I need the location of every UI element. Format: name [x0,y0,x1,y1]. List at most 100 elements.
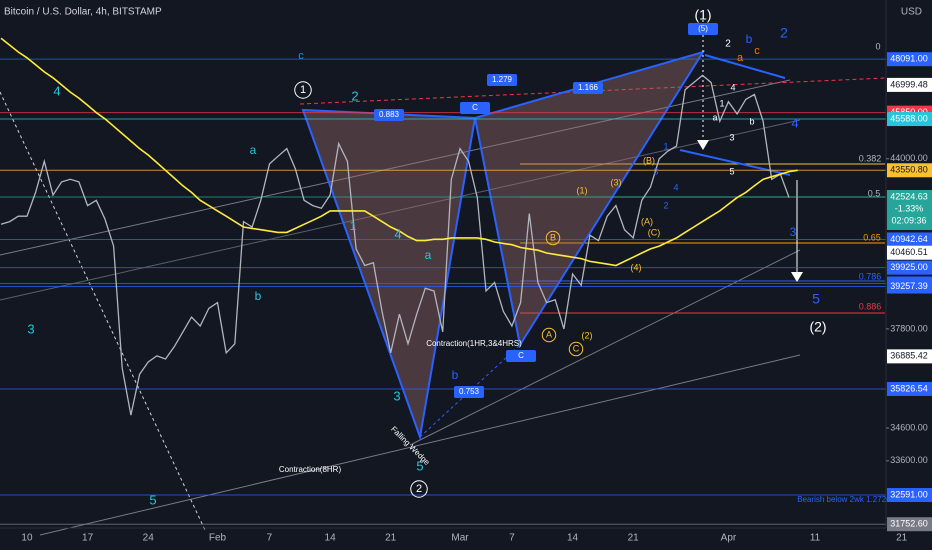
x-tick-label: Feb [209,533,227,544]
annotation: Contraction(1HR,3&4HRS) [426,339,522,348]
chart-title: Bitcoin / U.S. Dollar, 4h, BITSTAMP [4,7,162,18]
x-tick-label: 21 [628,533,640,544]
annotation: (B) [643,155,655,165]
price-line [0,74,790,416]
annotation: C [573,343,580,353]
channel-line [409,249,801,446]
annotation: 0.753 [459,387,480,396]
price-box-label: 40460.51 [890,247,928,257]
price-box [887,112,932,127]
arrow-head [791,272,803,282]
price-box-label: 40942.64 [890,234,928,244]
label-box [487,74,517,86]
annotation: (1) [694,7,711,23]
countdown: 02:09:36 [891,215,926,225]
annotation: 3 [653,166,658,176]
annotation: C [518,351,524,360]
annotation: C [472,103,478,112]
label-box [506,350,536,362]
annotation: a [250,143,257,157]
annotation: c [754,45,760,57]
annotation: 1 [350,219,357,233]
x-tick-label: Apr [721,533,737,544]
label-box [454,386,484,398]
annotation: a [737,52,744,64]
annotation: b [452,368,459,382]
annotation: A [546,329,552,339]
annotation: 0 [875,41,880,51]
annotation: 1.279 [492,75,513,84]
price-box [887,189,932,230]
y-unit: USD [901,7,922,18]
annotation: (5) [698,24,708,33]
annotation: c [298,50,304,62]
annotation: 3 [393,388,400,403]
annotation: (1) [577,185,588,195]
trend-line [679,149,791,176]
annotation: 3 [729,132,734,142]
annotation: 2 [725,39,731,50]
x-tick-label: 24 [143,533,155,544]
annotation: 1 [663,141,668,151]
annotation: 2 [780,25,788,41]
x-tick-label: 10 [21,533,33,544]
channel-line [0,119,801,301]
wedge-line [0,91,206,531]
annotation: a [425,248,432,262]
annotation: 0.382 [859,153,882,163]
annotation: b [749,116,754,126]
price-box-label: 45588.00 [890,113,928,123]
price-box [887,163,932,178]
x-tick-label: 7 [267,533,273,544]
annotation: 0.886 [859,301,882,311]
label-circle [541,327,557,343]
annotation: 1 [300,84,306,96]
label-circle [410,480,428,498]
annotation: 3 [27,321,34,336]
price-box-label: 42524.63 [890,191,928,201]
price-box [887,279,932,294]
annotation: 3 [790,225,797,239]
price-box-label: 48091.00 [890,54,928,64]
price-box [887,488,932,503]
price-box [887,232,932,247]
price-box-label: 31752.60 [890,519,928,529]
x-tick-label: 21 [896,533,908,544]
label-box [374,109,404,121]
x-tick-label: 14 [325,533,337,544]
annotation: (2) [809,319,826,335]
annotation: 2 [351,88,358,103]
price-box-label: 35826.54 [890,383,928,393]
annotation: 4 [673,182,678,192]
price-box-label: 46999.48 [890,79,928,89]
y-tick-label: 33600.00 [890,455,928,465]
moving-average [0,37,798,267]
annotation: 1.166 [578,83,599,92]
label-box [688,23,718,35]
annotation: 2 [663,200,668,210]
annotation: b [746,32,753,46]
price-box-label: 45850.00 [890,107,928,117]
label-circle [294,81,312,99]
price-box-label: 43550.80 [890,165,928,175]
x-tick-label: 14 [567,533,579,544]
annotation: 5 [149,492,156,507]
x-tick-label: Mar [451,533,469,544]
price-box-label: 36885.42 [890,351,928,361]
annotation: 0.786 [859,271,882,281]
annotation: (C) [648,227,661,237]
price-box [887,381,932,396]
annotation: 5 [416,458,423,473]
annotation: 4 [791,115,798,130]
price-box-label: 39257.39 [890,281,928,291]
x-tick-label: 11 [810,533,821,544]
annotation: 0.883 [379,110,400,119]
channel-line [39,354,801,536]
channel-line [0,79,791,256]
label-circle [545,230,561,246]
annotation: Bearish below 2wk 1.272ut [797,495,893,504]
x-tick-label: 17 [82,533,94,544]
label-circle [568,341,584,357]
